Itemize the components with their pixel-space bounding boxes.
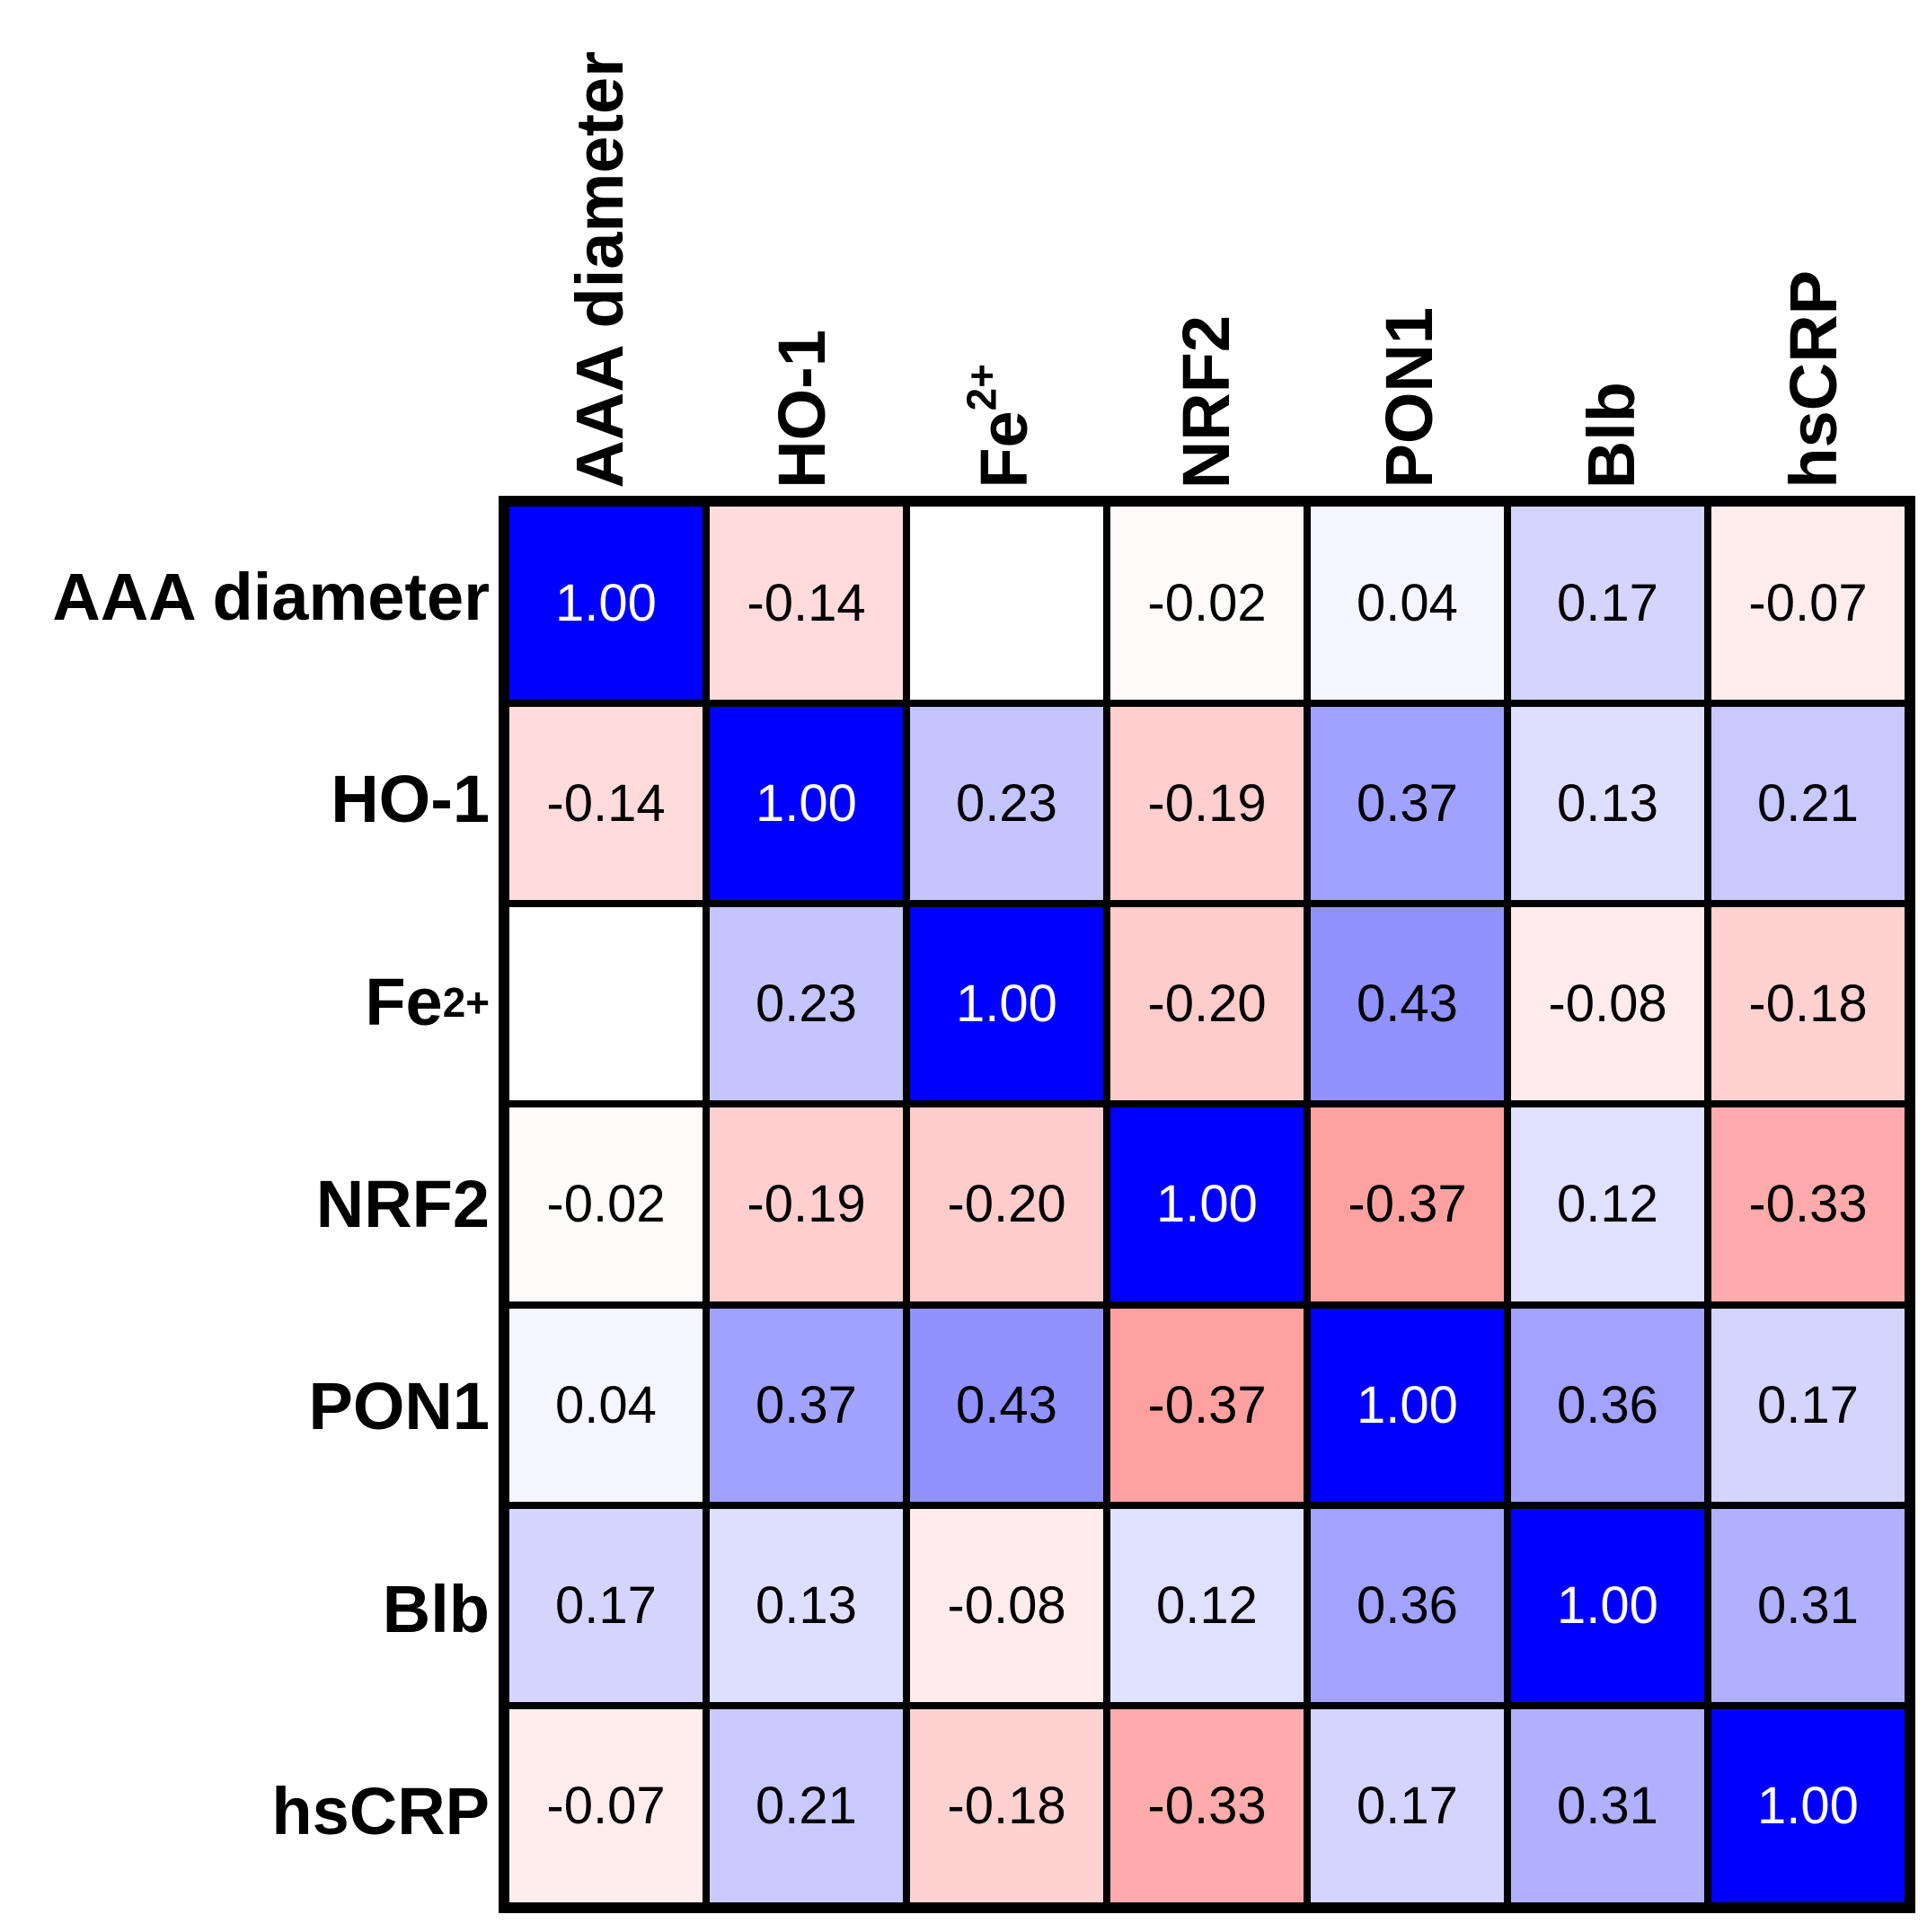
matrix-cell: -0.14 [710, 507, 903, 701]
matrix-cell: -0.19 [1110, 707, 1304, 901]
matrix-cell: 1.00 [710, 707, 903, 901]
matrix-cell: 1.00 [1311, 1308, 1504, 1502]
column-header-ho-1: HO-1 [701, 0, 903, 492]
matrix-cell: 0.23 [910, 707, 1103, 901]
superscript: 2+ [958, 364, 1005, 411]
matrix-cell: 0.23 [710, 907, 903, 1101]
matrix-cell: -0.37 [1110, 1308, 1304, 1502]
column-header-label: NRF2 [1169, 314, 1244, 489]
matrix-cell: 0.21 [710, 1708, 903, 1902]
column-header-aaa-diameter: AAA diameter [499, 0, 701, 492]
column-header-pon1: PON1 [1308, 0, 1510, 492]
matrix-cell: 1.00 [509, 507, 703, 701]
column-header-label: Fe2+ [958, 364, 1042, 489]
matrix-cell: -0.08 [910, 1508, 1103, 1702]
matrix-cell: -0.02 [1110, 507, 1304, 701]
matrix-cell: -0.18 [910, 1708, 1103, 1902]
matrix-cell: 0.12 [1110, 1508, 1304, 1702]
row-label-pon1: PON1 [308, 1369, 490, 1444]
matrix-cell: -0.37 [1311, 1107, 1504, 1301]
matrix-cell: -0.07 [509, 1708, 703, 1902]
matrix-cell: 0.43 [1311, 907, 1504, 1101]
matrix-cell: 0.37 [710, 1308, 903, 1502]
matrix-cell: 0.43 [910, 1308, 1103, 1502]
matrix-cell: 0.13 [1511, 707, 1704, 901]
row-label-aaa-diameter: AAA diameter [52, 559, 490, 634]
matrix-cell: -0.20 [1110, 907, 1304, 1101]
matrix-cell: 0.37 [1311, 707, 1504, 901]
matrix-cell: 0.31 [1511, 1708, 1704, 1902]
matrix-cell: 0.04 [509, 1308, 703, 1502]
matrix-cell: -0.02 [509, 1107, 703, 1301]
matrix-cell: 1.00 [910, 907, 1103, 1101]
column-header-fe2: Fe2+ [904, 0, 1106, 492]
row-label-fe2: Fe 2+ [365, 964, 490, 1039]
column-header-label: Blb [1574, 381, 1649, 489]
column-header-label: AAA diameter [561, 51, 637, 489]
matrix-cell: 0.13 [710, 1508, 903, 1702]
column-header-label: PON1 [1371, 307, 1446, 489]
row-label-nrf2: NRF2 [315, 1166, 490, 1241]
column-header-label: hsCRP [1776, 270, 1852, 489]
heatmap-grid: 1.00 -0.14 -0.02 0.04 0.17 -0.07 -0.14 1.00 0.23… [499, 496, 1915, 1913]
matrix-cell [509, 907, 703, 1101]
matrix-cell: 0.17 [1311, 1708, 1504, 1902]
matrix-cell: -0.33 [1711, 1107, 1905, 1301]
row-label-hscrp: hsCRP [271, 1774, 490, 1849]
matrix-cell [910, 507, 1103, 701]
column-header-label: HO-1 [764, 330, 839, 489]
matrix-cell: 0.17 [1711, 1308, 1905, 1502]
matrix-cell: 1.00 [1511, 1508, 1704, 1702]
matrix-cell: 1.00 [1110, 1107, 1304, 1301]
matrix-cell: -0.08 [1511, 907, 1704, 1101]
matrix-cell: 0.36 [1311, 1508, 1504, 1702]
matrix-cell: 0.17 [509, 1508, 703, 1702]
matrix-cell: 1.00 [1711, 1708, 1905, 1902]
matrix-cell: 0.17 [1511, 507, 1704, 701]
matrix-cell: 0.36 [1511, 1308, 1704, 1502]
matrix-cell: -0.33 [1110, 1708, 1304, 1902]
matrix-cell: -0.19 [710, 1107, 903, 1301]
column-header-nrf2: NRF2 [1106, 0, 1308, 492]
matrix-cell: 0.31 [1711, 1508, 1905, 1702]
column-header-hscrp: hsCRP [1713, 0, 1915, 492]
matrix-cell: 0.12 [1511, 1107, 1704, 1301]
matrix-cell: -0.07 [1711, 507, 1905, 701]
matrix-cell: -0.14 [509, 707, 703, 901]
matrix-cell: 0.04 [1311, 507, 1504, 701]
matrix-cell: 0.21 [1711, 707, 1905, 901]
column-headers: AAA diameter HO-1 Fe2+ NRF2 PON1 Blb hsCRP [499, 0, 1915, 492]
matrix-cell: -0.20 [910, 1107, 1103, 1301]
column-header-blb: Blb [1510, 0, 1712, 492]
row-labels: AAA diameter HO-1 Fe 2+ NRF2 PON1 Blb hsCRP [0, 496, 495, 1913]
row-label-ho-1: HO-1 [331, 762, 490, 837]
matrix-cell: -0.18 [1711, 907, 1905, 1101]
row-label-blb: Blb [382, 1571, 490, 1646]
